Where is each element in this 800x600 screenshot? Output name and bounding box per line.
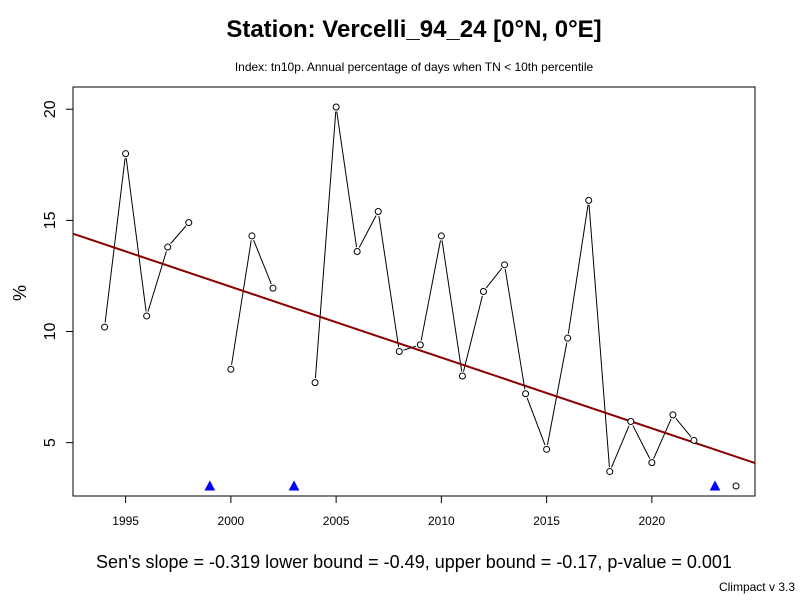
y-tick-label: 20 [42, 100, 59, 118]
data-point [311, 379, 319, 387]
series-segment [336, 111, 358, 248]
series-segment [546, 342, 568, 445]
data-point [585, 196, 593, 204]
data-point [416, 341, 424, 349]
data-points [101, 103, 740, 490]
series-segment [314, 111, 337, 379]
series-segment [147, 251, 167, 312]
series-segment [675, 418, 692, 438]
data-point [248, 232, 256, 240]
data-point [395, 348, 403, 356]
data-point [101, 323, 109, 331]
data-point [122, 150, 130, 158]
data-point [164, 243, 172, 251]
data-point [648, 459, 656, 467]
y-tick-label: 5 [42, 438, 59, 447]
missing-marker [288, 480, 300, 491]
series-segment [125, 158, 147, 312]
plot-frame [72, 86, 756, 497]
x-tick-label: 2015 [533, 514, 560, 528]
series-lines [104, 111, 692, 468]
series-segment [653, 418, 672, 459]
series-segment [253, 239, 272, 285]
data-point [543, 445, 551, 453]
chart-title: Station: Vercelli_94_24 [0°N, 0°E] [226, 16, 601, 43]
y-tick-label: 10 [42, 323, 59, 341]
series-segment [632, 425, 651, 459]
data-point [606, 468, 614, 476]
series-segment [463, 295, 483, 372]
data-point [501, 261, 509, 269]
data-point [269, 284, 277, 292]
data-point [522, 390, 530, 398]
series-segment [441, 240, 463, 372]
trend-stats: Sen's slope = -0.319 lower bound = -0.49… [96, 552, 732, 572]
data-point [479, 288, 487, 295]
series-segment [231, 240, 252, 365]
series-segment [526, 397, 546, 446]
missing-marker [204, 480, 216, 491]
series-segment [104, 158, 126, 323]
data-point [627, 418, 635, 426]
data-point [143, 312, 151, 320]
x-tick-label: 2020 [639, 514, 666, 528]
data-point [732, 482, 740, 490]
y-axis: 5 10 15 20 [42, 100, 73, 447]
series-segment [485, 268, 503, 289]
missing-markers [204, 480, 721, 491]
data-point [227, 365, 235, 373]
series-segment [403, 345, 417, 351]
data-point [332, 103, 340, 111]
x-axis: 1995 2000 2005 2010 2015 2020 [112, 496, 666, 528]
series-segment [588, 204, 610, 468]
x-tick-label: 1995 [112, 514, 139, 528]
data-point [669, 411, 677, 419]
x-tick-label: 2005 [323, 514, 350, 528]
x-tick-label: 2010 [428, 514, 455, 528]
credit-text: Climpact v 3.3 [719, 580, 795, 594]
data-point [690, 436, 698, 444]
series-segment [504, 269, 526, 390]
data-point [437, 232, 445, 240]
missing-marker [709, 480, 721, 491]
series-segment [358, 215, 377, 248]
x-tick-label: 2000 [218, 514, 245, 528]
chart-subtitle: Index: tn10p. Annual percentage of days … [235, 60, 594, 74]
series-segment [170, 225, 187, 244]
y-tick-label: 15 [42, 211, 59, 229]
trend-line [72, 232, 756, 465]
data-point [374, 207, 382, 215]
y-axis-label: % [10, 285, 30, 301]
series-segment [611, 425, 630, 468]
data-point [353, 247, 361, 255]
data-point [185, 219, 193, 227]
data-point [564, 334, 572, 342]
data-point [458, 372, 466, 380]
trend-group [72, 232, 756, 465]
series-segment [567, 204, 589, 334]
series-segment [420, 240, 442, 341]
series-segment [378, 215, 400, 348]
